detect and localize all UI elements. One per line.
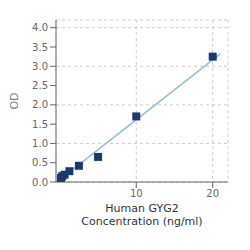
svg-text:20: 20 bbox=[206, 188, 219, 199]
svg-text:1.5: 1.5 bbox=[32, 119, 48, 130]
svg-text:3.5: 3.5 bbox=[32, 42, 48, 53]
svg-text:Human GYG2Concentration (ng/ml: Human GYG2Concentration (ng/ml) bbox=[81, 202, 202, 228]
svg-text:3.0: 3.0 bbox=[32, 61, 48, 72]
svg-text:OD: OD bbox=[8, 92, 21, 109]
svg-text:10: 10 bbox=[130, 188, 143, 199]
svg-text:0.0: 0.0 bbox=[32, 177, 48, 188]
svg-text:4.0: 4.0 bbox=[32, 22, 48, 33]
svg-text:1.0: 1.0 bbox=[32, 138, 48, 149]
svg-text:0.5: 0.5 bbox=[32, 157, 48, 168]
svg-text:2.5: 2.5 bbox=[32, 80, 48, 91]
svg-text:2.0: 2.0 bbox=[32, 99, 48, 110]
